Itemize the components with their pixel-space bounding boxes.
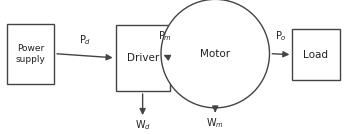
Ellipse shape <box>161 0 270 108</box>
Bar <box>292 29 340 80</box>
Text: W$_m$: W$_m$ <box>206 116 224 130</box>
Bar <box>7 24 54 84</box>
Text: Load: Load <box>303 50 328 60</box>
Bar <box>116 25 170 91</box>
Text: P$_o$: P$_o$ <box>275 29 287 43</box>
Text: Motor: Motor <box>200 49 230 59</box>
Text: Driver: Driver <box>126 53 159 63</box>
Text: W$_d$: W$_d$ <box>135 119 150 132</box>
Text: P$_d$: P$_d$ <box>79 33 91 47</box>
Text: P$_m$: P$_m$ <box>158 29 173 43</box>
Text: Power
supply: Power supply <box>16 44 46 64</box>
